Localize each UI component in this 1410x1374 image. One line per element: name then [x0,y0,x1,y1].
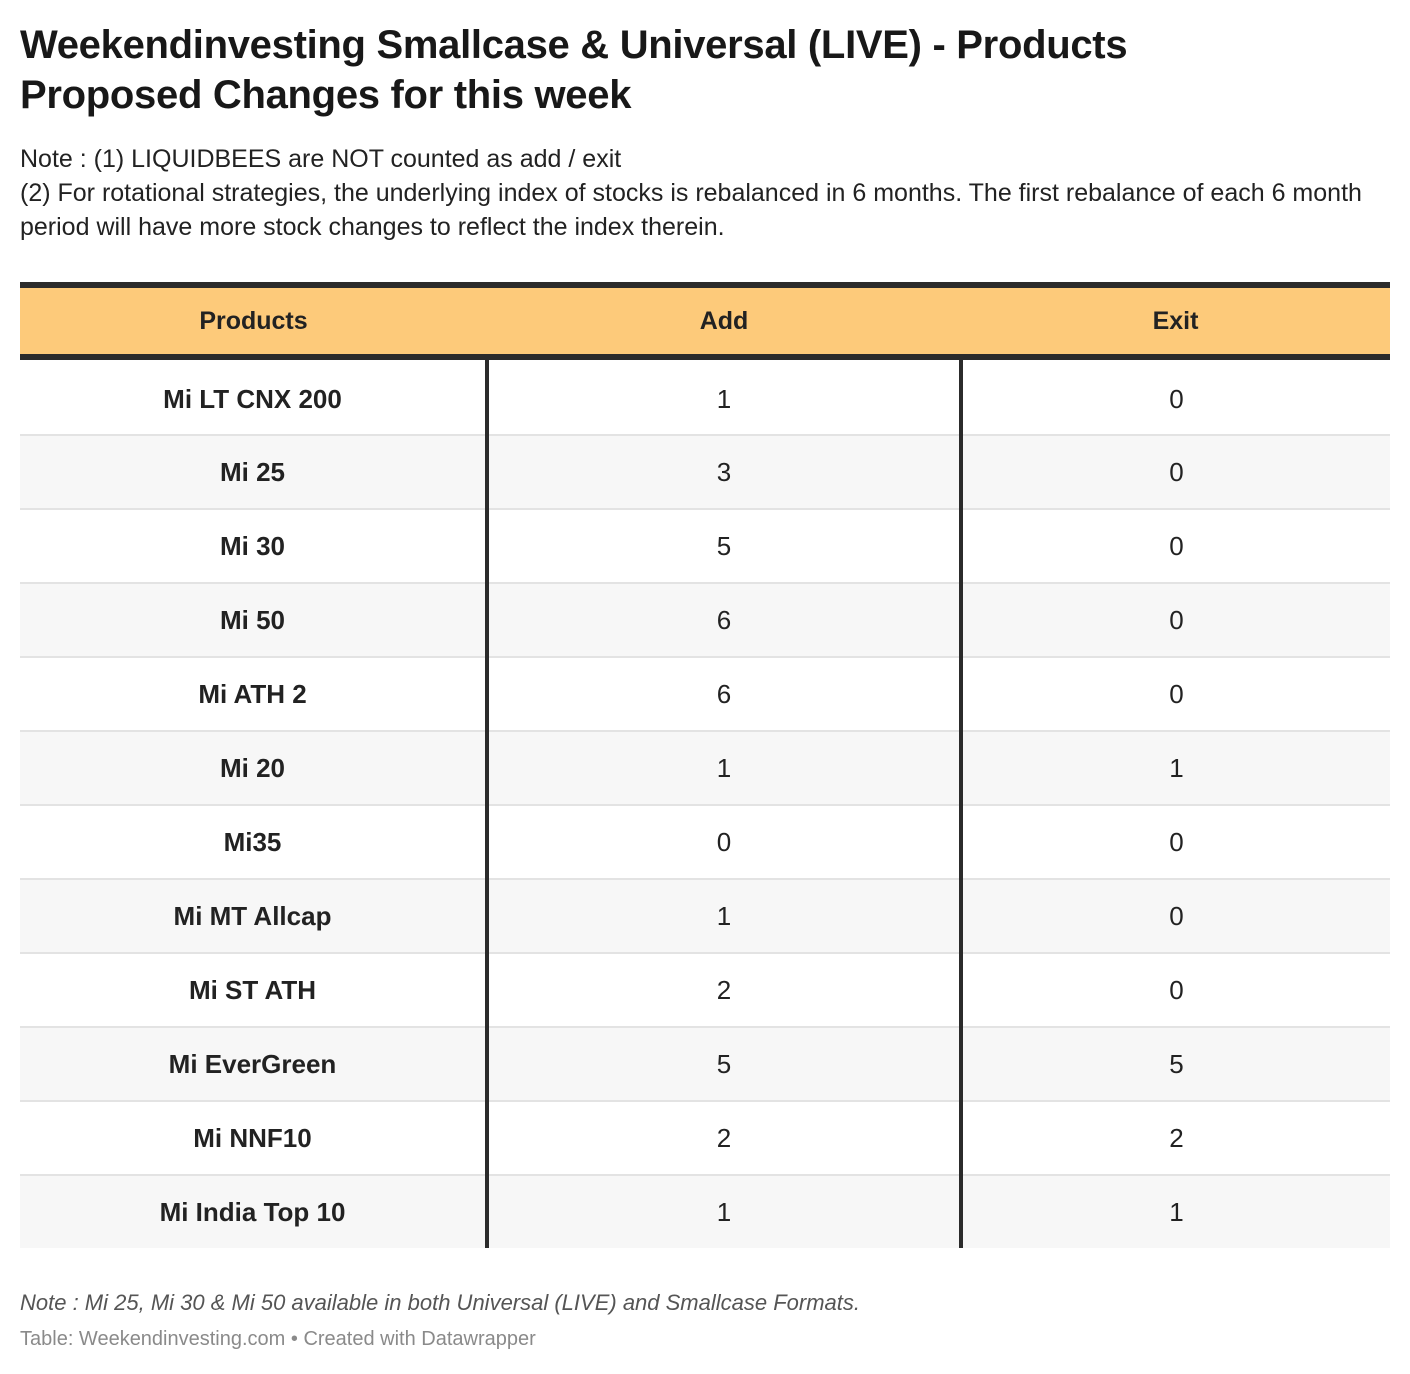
chart-title: Weekendinvesting Smallcase & Universal (… [20,23,1128,117]
column-header-products[interactable]: Products [20,282,487,360]
exit-cell: 0 [961,583,1390,658]
exit-cell: 0 [961,953,1390,1028]
source-credit: Table: Weekendinvesting.com • Created wi… [20,1328,536,1350]
exit-cell: 1 [961,731,1390,806]
table-row: Mi ST ATH 2 0 [20,953,1390,1028]
exit-cell: 1 [961,1175,1390,1248]
table-row: Mi 20 1 1 [20,731,1390,806]
add-cell: 6 [487,657,963,732]
column-header-exit[interactable]: Exit [961,282,1390,360]
add-cell: 0 [487,805,963,880]
table-row: Mi MT Allcap 1 0 [20,879,1390,954]
table-row: Mi NNF10 2 2 [20,1101,1390,1176]
product-cell: Mi 30 [20,509,489,584]
table-row: Mi 50 6 0 [20,583,1390,658]
exit-cell: 0 [961,357,1390,436]
chart-header: Weekendinvesting Smallcase & Universal (… [20,20,1390,244]
table-row: Mi 25 3 0 [20,435,1390,510]
table-row: Mi EverGreen 5 5 [20,1027,1390,1102]
table-row: Mi LT CNX 200 1 0 [20,357,1390,436]
exit-cell: 0 [961,657,1390,732]
add-cell: 2 [487,1101,963,1176]
product-cell: Mi35 [20,805,489,880]
add-cell: 5 [487,1027,963,1102]
add-cell: 1 [487,1175,963,1248]
table-row: Mi India Top 10 1 1 [20,1175,1390,1248]
header-row: Products Add Exit [20,282,1390,360]
add-cell: 3 [487,435,963,510]
note-line-2: (2) For rotational strategies, the under… [20,179,1362,241]
add-cell: 6 [487,583,963,658]
exit-cell: 0 [961,435,1390,510]
product-cell: Mi MT Allcap [20,879,489,954]
product-cell: Mi EverGreen [20,1027,489,1102]
product-cell: Mi 25 [20,435,489,510]
exit-cell: 5 [961,1027,1390,1102]
table-header: Products Add Exit [20,282,1390,360]
column-header-add[interactable]: Add [487,282,961,360]
changes-table: Products Add Exit Mi LT CNX 200 1 0 Mi 2… [20,282,1390,1248]
table-row: Mi 30 5 0 [20,509,1390,584]
add-cell: 5 [487,509,963,584]
product-cell: Mi India Top 10 [20,1175,489,1248]
exit-cell: 0 [961,879,1390,954]
note-line-1: Note : (1) LIQUIDBEES are NOT counted as… [20,145,622,173]
table-row: Mi35 0 0 [20,805,1390,880]
add-cell: 1 [487,731,963,806]
exit-cell: 0 [961,509,1390,584]
exit-cell: 0 [961,805,1390,880]
footnote: Note : Mi 25, Mi 30 & Mi 50 available in… [20,1290,861,1315]
add-cell: 1 [487,357,963,436]
product-cell: Mi ATH 2 [20,657,489,732]
add-cell: 2 [487,953,963,1028]
product-cell: Mi ST ATH [20,953,489,1028]
exit-cell: 2 [961,1101,1390,1176]
product-cell: Mi LT CNX 200 [20,357,489,436]
table-body: Mi LT CNX 200 1 0 Mi 25 3 0 Mi 30 5 0 Mi… [20,357,1390,1248]
product-cell: Mi 20 [20,731,489,806]
add-cell: 1 [487,879,963,954]
table-row: Mi ATH 2 6 0 [20,657,1390,732]
chart-notes: Note : (1) LIQUIDBEES are NOT counted as… [20,142,1390,244]
product-cell: Mi NNF10 [20,1101,489,1176]
product-cell: Mi 50 [20,583,489,658]
